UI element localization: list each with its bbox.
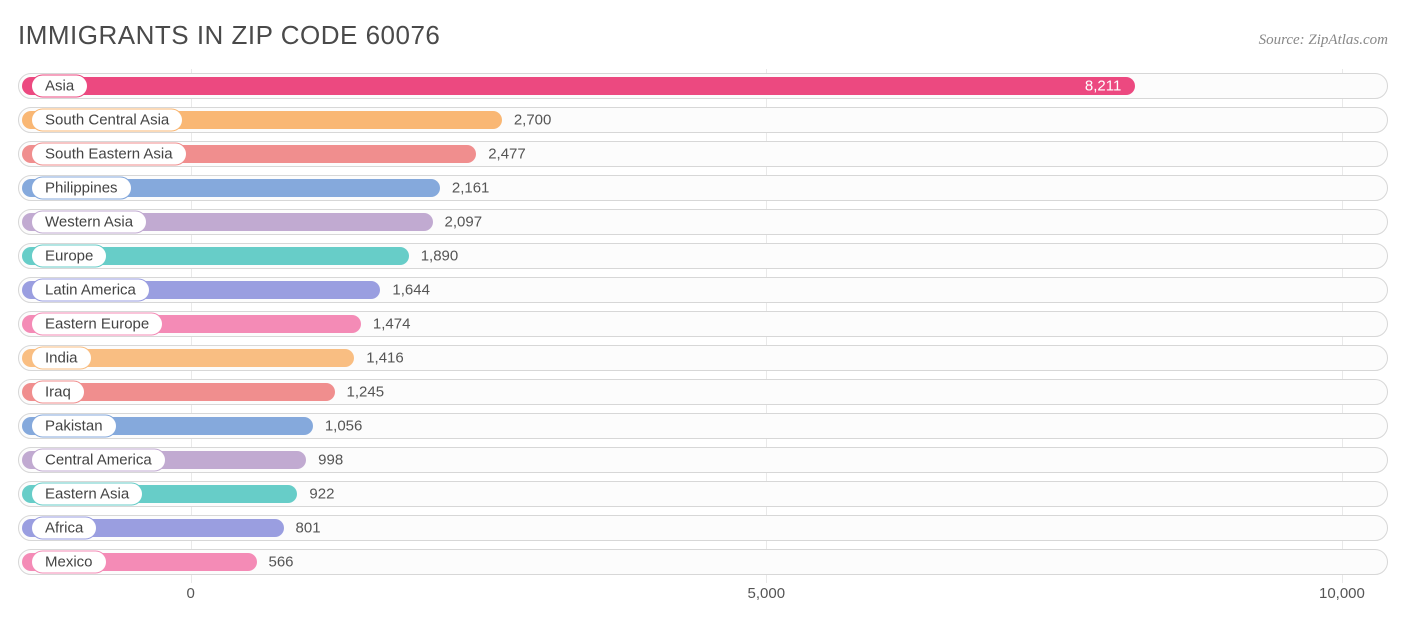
bar-value-label: 1,890 <box>421 248 459 265</box>
bar-category-pill: South Eastern Asia <box>31 143 187 166</box>
bar-value-label: 1,416 <box>366 350 404 367</box>
bar-value-label: 801 <box>296 520 321 537</box>
bar-value-label: 1,056 <box>325 418 363 435</box>
x-axis: 0 5,000 10,000 <box>18 585 1388 613</box>
bar-row: Europe 1,890 <box>18 239 1388 273</box>
bar-row: South Eastern Asia 2,477 <box>18 137 1388 171</box>
bar-value-label: 566 <box>269 554 294 571</box>
bar-category-pill: Europe <box>31 245 107 268</box>
bar-value-label: 1,245 <box>347 384 385 401</box>
bar-track: Pakistan 1,056 <box>18 413 1388 439</box>
bar-track: Central America 998 <box>18 447 1388 473</box>
bar-value-label: 8,211 <box>1085 78 1121 95</box>
bar-category-pill: India <box>31 347 92 370</box>
x-tick-label: 10,000 <box>1319 585 1365 602</box>
plot-area: Asia 8,211 South Central Asia 2,700 South Ea… <box>18 69 1388 613</box>
bar-category-pill: Iraq <box>31 381 85 404</box>
chart-container: IMMIGRANTS IN ZIP CODE 60076 Source: Zip… <box>0 0 1406 643</box>
bar-value-label: 998 <box>318 452 343 469</box>
bar-row: Eastern Asia 922 <box>18 477 1388 511</box>
bar-value-label: 2,477 <box>488 146 526 163</box>
bar-track: Europe 1,890 <box>18 243 1388 269</box>
bar-track: Western Asia 2,097 <box>18 209 1388 235</box>
bar-row: Mexico 566 <box>18 545 1388 579</box>
x-tick-label: 5,000 <box>748 585 786 602</box>
bar-category-pill: Mexico <box>31 551 107 574</box>
bar-row: India 1,416 <box>18 341 1388 375</box>
bar-track: Iraq 1,245 <box>18 379 1388 405</box>
bar-value-label: 922 <box>309 486 334 503</box>
bar-track: India 1,416 <box>18 345 1388 371</box>
bar-row: Western Asia 2,097 <box>18 205 1388 239</box>
bar-category-pill: Africa <box>31 517 97 540</box>
bar-track: Eastern Europe 1,474 <box>18 311 1388 337</box>
bar <box>22 77 1135 95</box>
bar-category-pill: Eastern Asia <box>31 483 143 506</box>
bar-row: Iraq 1,245 <box>18 375 1388 409</box>
bar-value-label: 2,097 <box>445 214 483 231</box>
bar-row: Africa 801 <box>18 511 1388 545</box>
bar-category-pill: Pakistan <box>31 415 117 438</box>
bar-category-pill: Western Asia <box>31 211 147 234</box>
bar-row: Central America 998 <box>18 443 1388 477</box>
bar-category-pill: Philippines <box>31 177 132 200</box>
bar-row: Eastern Europe 1,474 <box>18 307 1388 341</box>
bar-category-pill: South Central Asia <box>31 109 183 132</box>
bar-track: Philippines 2,161 <box>18 175 1388 201</box>
bar-row: Philippines 2,161 <box>18 171 1388 205</box>
bar-track: Africa 801 <box>18 515 1388 541</box>
bar-category-pill: Eastern Europe <box>31 313 163 336</box>
header: IMMIGRANTS IN ZIP CODE 60076 Source: Zip… <box>18 20 1388 51</box>
bar-track: Asia 8,211 <box>18 73 1388 99</box>
bar-category-pill: Central America <box>31 449 166 472</box>
bar-value-label: 2,161 <box>452 180 490 197</box>
x-tick-label: 0 <box>187 585 195 602</box>
bar-track: Mexico 566 <box>18 549 1388 575</box>
bar-category-pill: Asia <box>31 75 88 98</box>
bar-value-label: 1,474 <box>373 316 411 333</box>
chart-source: Source: ZipAtlas.com <box>1259 32 1388 49</box>
bar-row: Latin America 1,644 <box>18 273 1388 307</box>
bar-row: Asia 8,211 <box>18 69 1388 103</box>
chart-title: IMMIGRANTS IN ZIP CODE 60076 <box>18 20 440 51</box>
bar-value-label: 2,700 <box>514 112 552 129</box>
bar-track: South Eastern Asia 2,477 <box>18 141 1388 167</box>
bar-row: South Central Asia 2,700 <box>18 103 1388 137</box>
bar-track: Latin America 1,644 <box>18 277 1388 303</box>
bar-value-label: 1,644 <box>392 282 430 299</box>
bar-track: South Central Asia 2,700 <box>18 107 1388 133</box>
bar-category-pill: Latin America <box>31 279 150 302</box>
bar-track: Eastern Asia 922 <box>18 481 1388 507</box>
bar-row: Pakistan 1,056 <box>18 409 1388 443</box>
